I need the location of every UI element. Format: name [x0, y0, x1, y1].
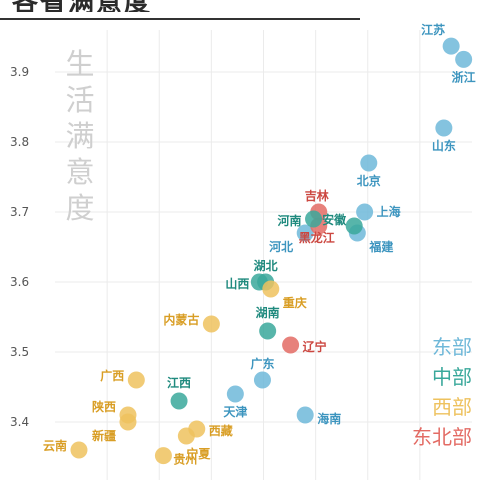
- point-label: 河南: [277, 213, 302, 228]
- point-label: 湖南: [256, 305, 280, 320]
- data-point: [305, 210, 323, 228]
- data-point: [345, 217, 363, 235]
- data-point: [360, 154, 378, 172]
- data-point: [154, 447, 172, 465]
- point-label: 云南: [43, 438, 67, 453]
- chart-title: 各省满意度: [12, 0, 152, 12]
- legend-item: 东部: [432, 335, 472, 359]
- data-point: [296, 224, 314, 242]
- point-label: 西藏: [209, 423, 233, 438]
- data-point: [262, 280, 280, 298]
- point-label: 广东: [250, 356, 274, 371]
- point-label: 黑龙江: [299, 230, 335, 245]
- y-tick-label: 3.4: [10, 415, 29, 429]
- y-axis-label: 生活满意度: [65, 47, 95, 225]
- grid-lines: [55, 30, 472, 480]
- data-point: [119, 413, 137, 431]
- legend: 东部中部西部东北部: [376, 332, 476, 452]
- point-label: 陕西: [92, 399, 116, 414]
- y-tick-label: 3.5: [10, 345, 29, 359]
- data-points: [70, 37, 473, 465]
- point-label: 吉林: [305, 188, 329, 203]
- data-point: [202, 315, 220, 333]
- y-tick-labels: 3.4 3.5 3.6 3.7 3.8 3.9: [10, 65, 29, 429]
- data-point: [170, 392, 188, 410]
- point-label: 浙江: [452, 69, 476, 84]
- data-point: [435, 119, 453, 137]
- data-point: [253, 371, 271, 389]
- legend-item: 东北部: [412, 425, 472, 449]
- data-point: [226, 385, 244, 403]
- point-label: 内蒙古: [163, 312, 199, 327]
- point-label: 新疆: [92, 428, 116, 443]
- title-band: 各省满意度: [0, 0, 480, 12]
- data-point: [259, 322, 277, 340]
- point-label: 河北: [268, 239, 293, 254]
- data-point: [282, 336, 300, 354]
- y-tick-label: 3.7: [10, 205, 29, 219]
- point-label: 湖北: [254, 258, 278, 273]
- data-point: [442, 37, 460, 55]
- y-tick-label: 3.8: [10, 135, 29, 149]
- point-label: 宁夏: [186, 446, 211, 461]
- data-point: [356, 203, 374, 221]
- y-tick-label: 3.6: [10, 275, 29, 289]
- point-label: 广西: [100, 368, 124, 383]
- y-tick-label: 3.9: [10, 65, 29, 79]
- point-label: 山西: [225, 276, 249, 291]
- title-underline: [0, 18, 360, 20]
- legend-item: 中部: [432, 365, 472, 389]
- data-point: [296, 406, 314, 424]
- data-point: [70, 441, 88, 459]
- point-label: 安徽: [322, 212, 347, 227]
- legend-item: 西部: [432, 395, 472, 419]
- point-label: 重庆: [283, 295, 307, 310]
- point-label: 山东: [432, 138, 456, 153]
- point-label: 福建: [368, 239, 394, 254]
- point-label: 江西: [167, 375, 191, 390]
- point-label: 辽宁: [303, 339, 327, 354]
- point-label: 天津: [223, 404, 247, 419]
- point-label: 贵州: [173, 452, 197, 467]
- point-label: 北京: [357, 173, 381, 188]
- data-point: [177, 427, 195, 445]
- point-label: 江苏: [421, 22, 445, 37]
- data-point: [127, 371, 145, 389]
- data-point: [455, 50, 473, 68]
- point-label: 上海: [377, 204, 401, 219]
- point-label: 海南: [317, 411, 341, 426]
